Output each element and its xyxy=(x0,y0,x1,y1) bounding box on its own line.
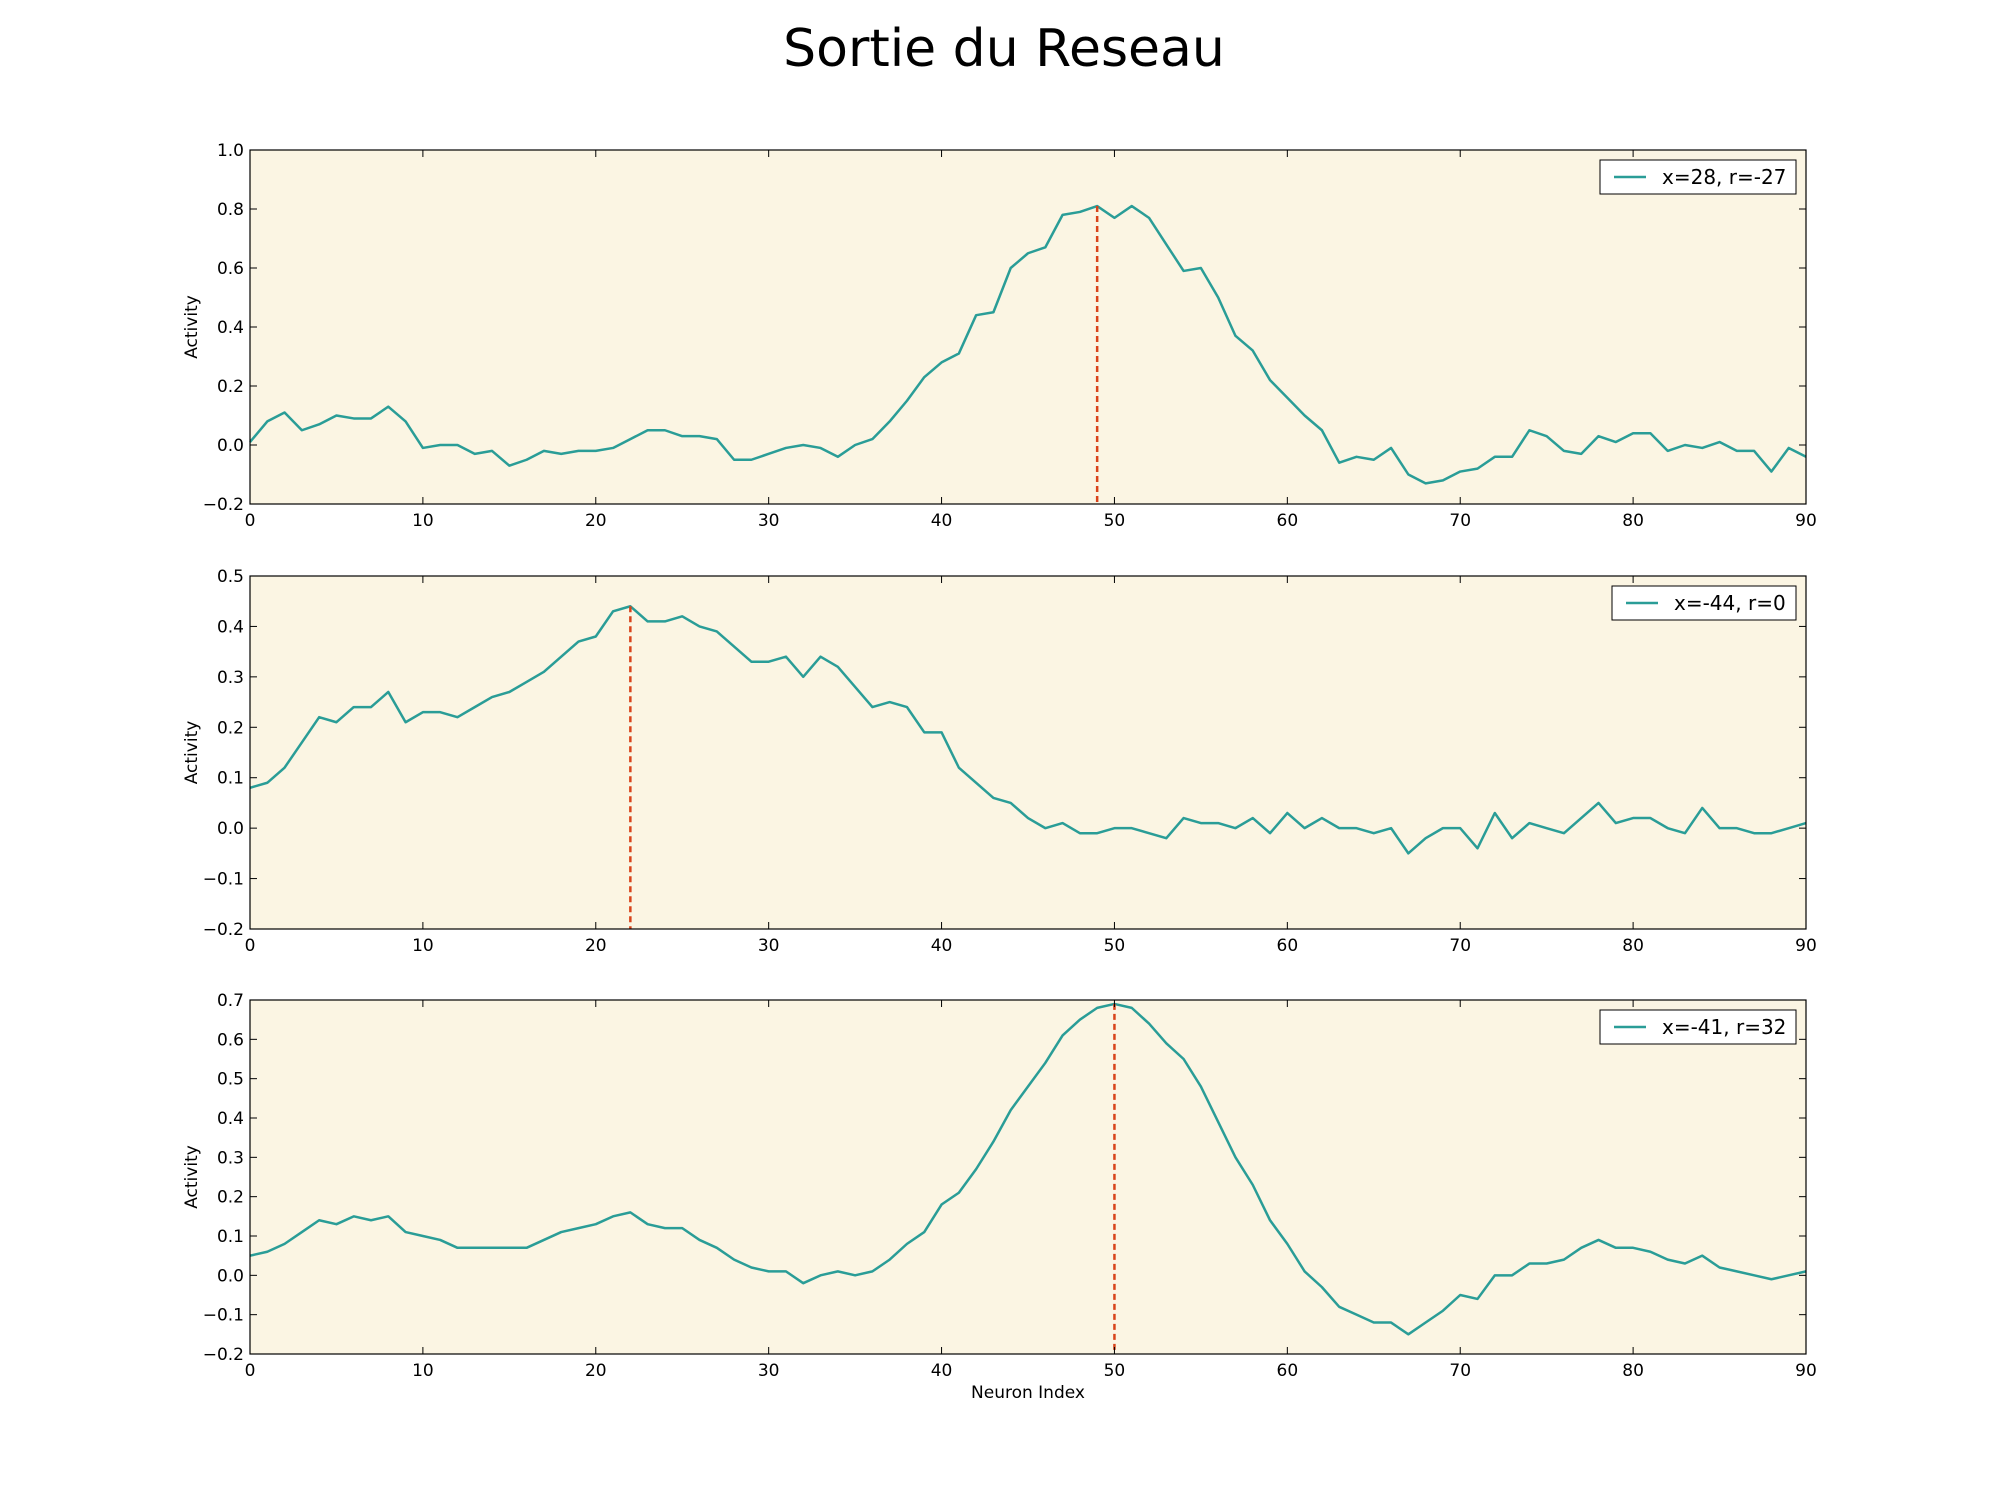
x-tick-label: 60 xyxy=(1277,1361,1299,1381)
y-tick-label: 0.3 xyxy=(217,668,244,688)
y-tick-label: −0.2 xyxy=(203,920,244,940)
y-tick-label: 0.8 xyxy=(217,200,244,220)
subplot-2: 0 10 20 30 40 50 60 70 80 90 −0.2 −0.1 0.0 0.1 0.2 0.3 0… xyxy=(182,567,1817,956)
y-tick-label: −0.2 xyxy=(203,1345,244,1365)
x-tick-label: 30 xyxy=(758,511,780,531)
y-tick-label: 0.5 xyxy=(217,567,244,587)
y-tick-label: 0.2 xyxy=(217,377,244,397)
x-tick-label: 90 xyxy=(1795,936,1817,956)
plot-area xyxy=(250,150,1806,504)
x-tick-label: 90 xyxy=(1795,511,1817,531)
x-tick-label: 40 xyxy=(931,511,953,531)
y-tick-label: −0.2 xyxy=(203,495,244,515)
figure-title: Sortie du Reseau xyxy=(783,19,1225,79)
axes-frame xyxy=(249,999,1807,1355)
series-line xyxy=(249,605,1807,855)
x-tick-label: 0 xyxy=(245,936,256,956)
y-tick-label: 0.0 xyxy=(217,1266,244,1286)
legend-label: x=-44, r=0 xyxy=(1674,591,1786,615)
y-tick-label: 0.2 xyxy=(217,718,244,738)
legend: x=28, r=-27 xyxy=(1599,159,1797,195)
legend-label: x=28, r=-27 xyxy=(1662,165,1786,189)
y-tick-label: −0.1 xyxy=(203,1306,244,1326)
x-tick-label: 80 xyxy=(1622,511,1644,531)
x-tick-label: 0 xyxy=(245,1361,256,1381)
x-tick-label: 50 xyxy=(1104,936,1126,956)
series-line xyxy=(249,204,1807,485)
y-tick-label: 0.3 xyxy=(217,1148,244,1168)
y-tick-label: 0.0 xyxy=(217,819,244,839)
y-axis-label: Activity xyxy=(182,295,202,359)
x-tick-label: 20 xyxy=(585,936,607,956)
x-tick-label: 70 xyxy=(1449,511,1471,531)
y-tick-label: 0.6 xyxy=(217,259,244,279)
series-line xyxy=(249,1002,1807,1336)
y-axis-label: Activity xyxy=(182,1145,202,1209)
x-tick-label: 30 xyxy=(758,936,780,956)
x-tick-label: 10 xyxy=(412,1361,434,1381)
legend-label: x=-41, r=32 xyxy=(1662,1015,1786,1039)
x-tick-label: 50 xyxy=(1104,1361,1126,1381)
x-tick-label: 20 xyxy=(585,511,607,531)
x-axis-label: Neuron Index xyxy=(971,1383,1085,1403)
axes-frame xyxy=(249,575,1807,930)
subplot-3: 0 10 20 30 40 50 60 70 80 90 −0.2 −0.1 0.0 0.1 0.2 0.3 0… xyxy=(182,991,1817,1403)
panels: 0 10 20 30 40 50 60 70 80 90 −0.2 0.0 0.2 0.4 0.6 0.8 1.… xyxy=(182,141,1817,1403)
y-tick-label: 0.7 xyxy=(217,991,244,1011)
y-tick-label: 0.2 xyxy=(217,1188,244,1208)
y-tick-label: 0.4 xyxy=(217,1109,244,1129)
x-tick-label: 70 xyxy=(1449,1361,1471,1381)
x-tick-label: 60 xyxy=(1277,511,1299,531)
y-tick-label: 1.0 xyxy=(217,141,244,161)
x-tick-label: 60 xyxy=(1277,936,1299,956)
x-tick-label: 0 xyxy=(245,511,256,531)
y-tick-label: 0.5 xyxy=(217,1070,244,1090)
x-tick-label: 30 xyxy=(758,1361,780,1381)
y-axis-label: Activity xyxy=(182,721,202,785)
y-tick-label: 0.4 xyxy=(217,617,244,637)
x-tick-label: 20 xyxy=(585,1361,607,1381)
x-tick-label: 90 xyxy=(1795,1361,1817,1381)
x-tick-label: 10 xyxy=(412,936,434,956)
y-tick-label: 0.1 xyxy=(217,1227,244,1247)
x-tick-label: 40 xyxy=(931,1361,953,1381)
x-tick-label: 50 xyxy=(1104,511,1126,531)
legend: x=-41, r=32 xyxy=(1599,1009,1797,1045)
y-tick-label: 0.6 xyxy=(217,1030,244,1050)
subplot-1: 0 10 20 30 40 50 60 70 80 90 −0.2 0.0 0.2 0.4 0.6 0.8 1.… xyxy=(182,141,1817,531)
x-tick-label: 40 xyxy=(931,936,953,956)
legend: x=-44, r=0 xyxy=(1611,585,1797,621)
x-tick-label: 10 xyxy=(412,511,434,531)
y-tick-label: 0.0 xyxy=(217,436,244,456)
x-tick-label: 80 xyxy=(1622,1361,1644,1381)
y-tick-label: −0.1 xyxy=(203,870,244,890)
x-tick-label: 80 xyxy=(1622,936,1644,956)
x-tick-label: 70 xyxy=(1449,936,1471,956)
plot-area xyxy=(250,1000,1806,1354)
plot-area xyxy=(250,576,1806,929)
y-tick-label: 0.4 xyxy=(217,318,244,338)
y-tick-label: 0.1 xyxy=(217,769,244,789)
